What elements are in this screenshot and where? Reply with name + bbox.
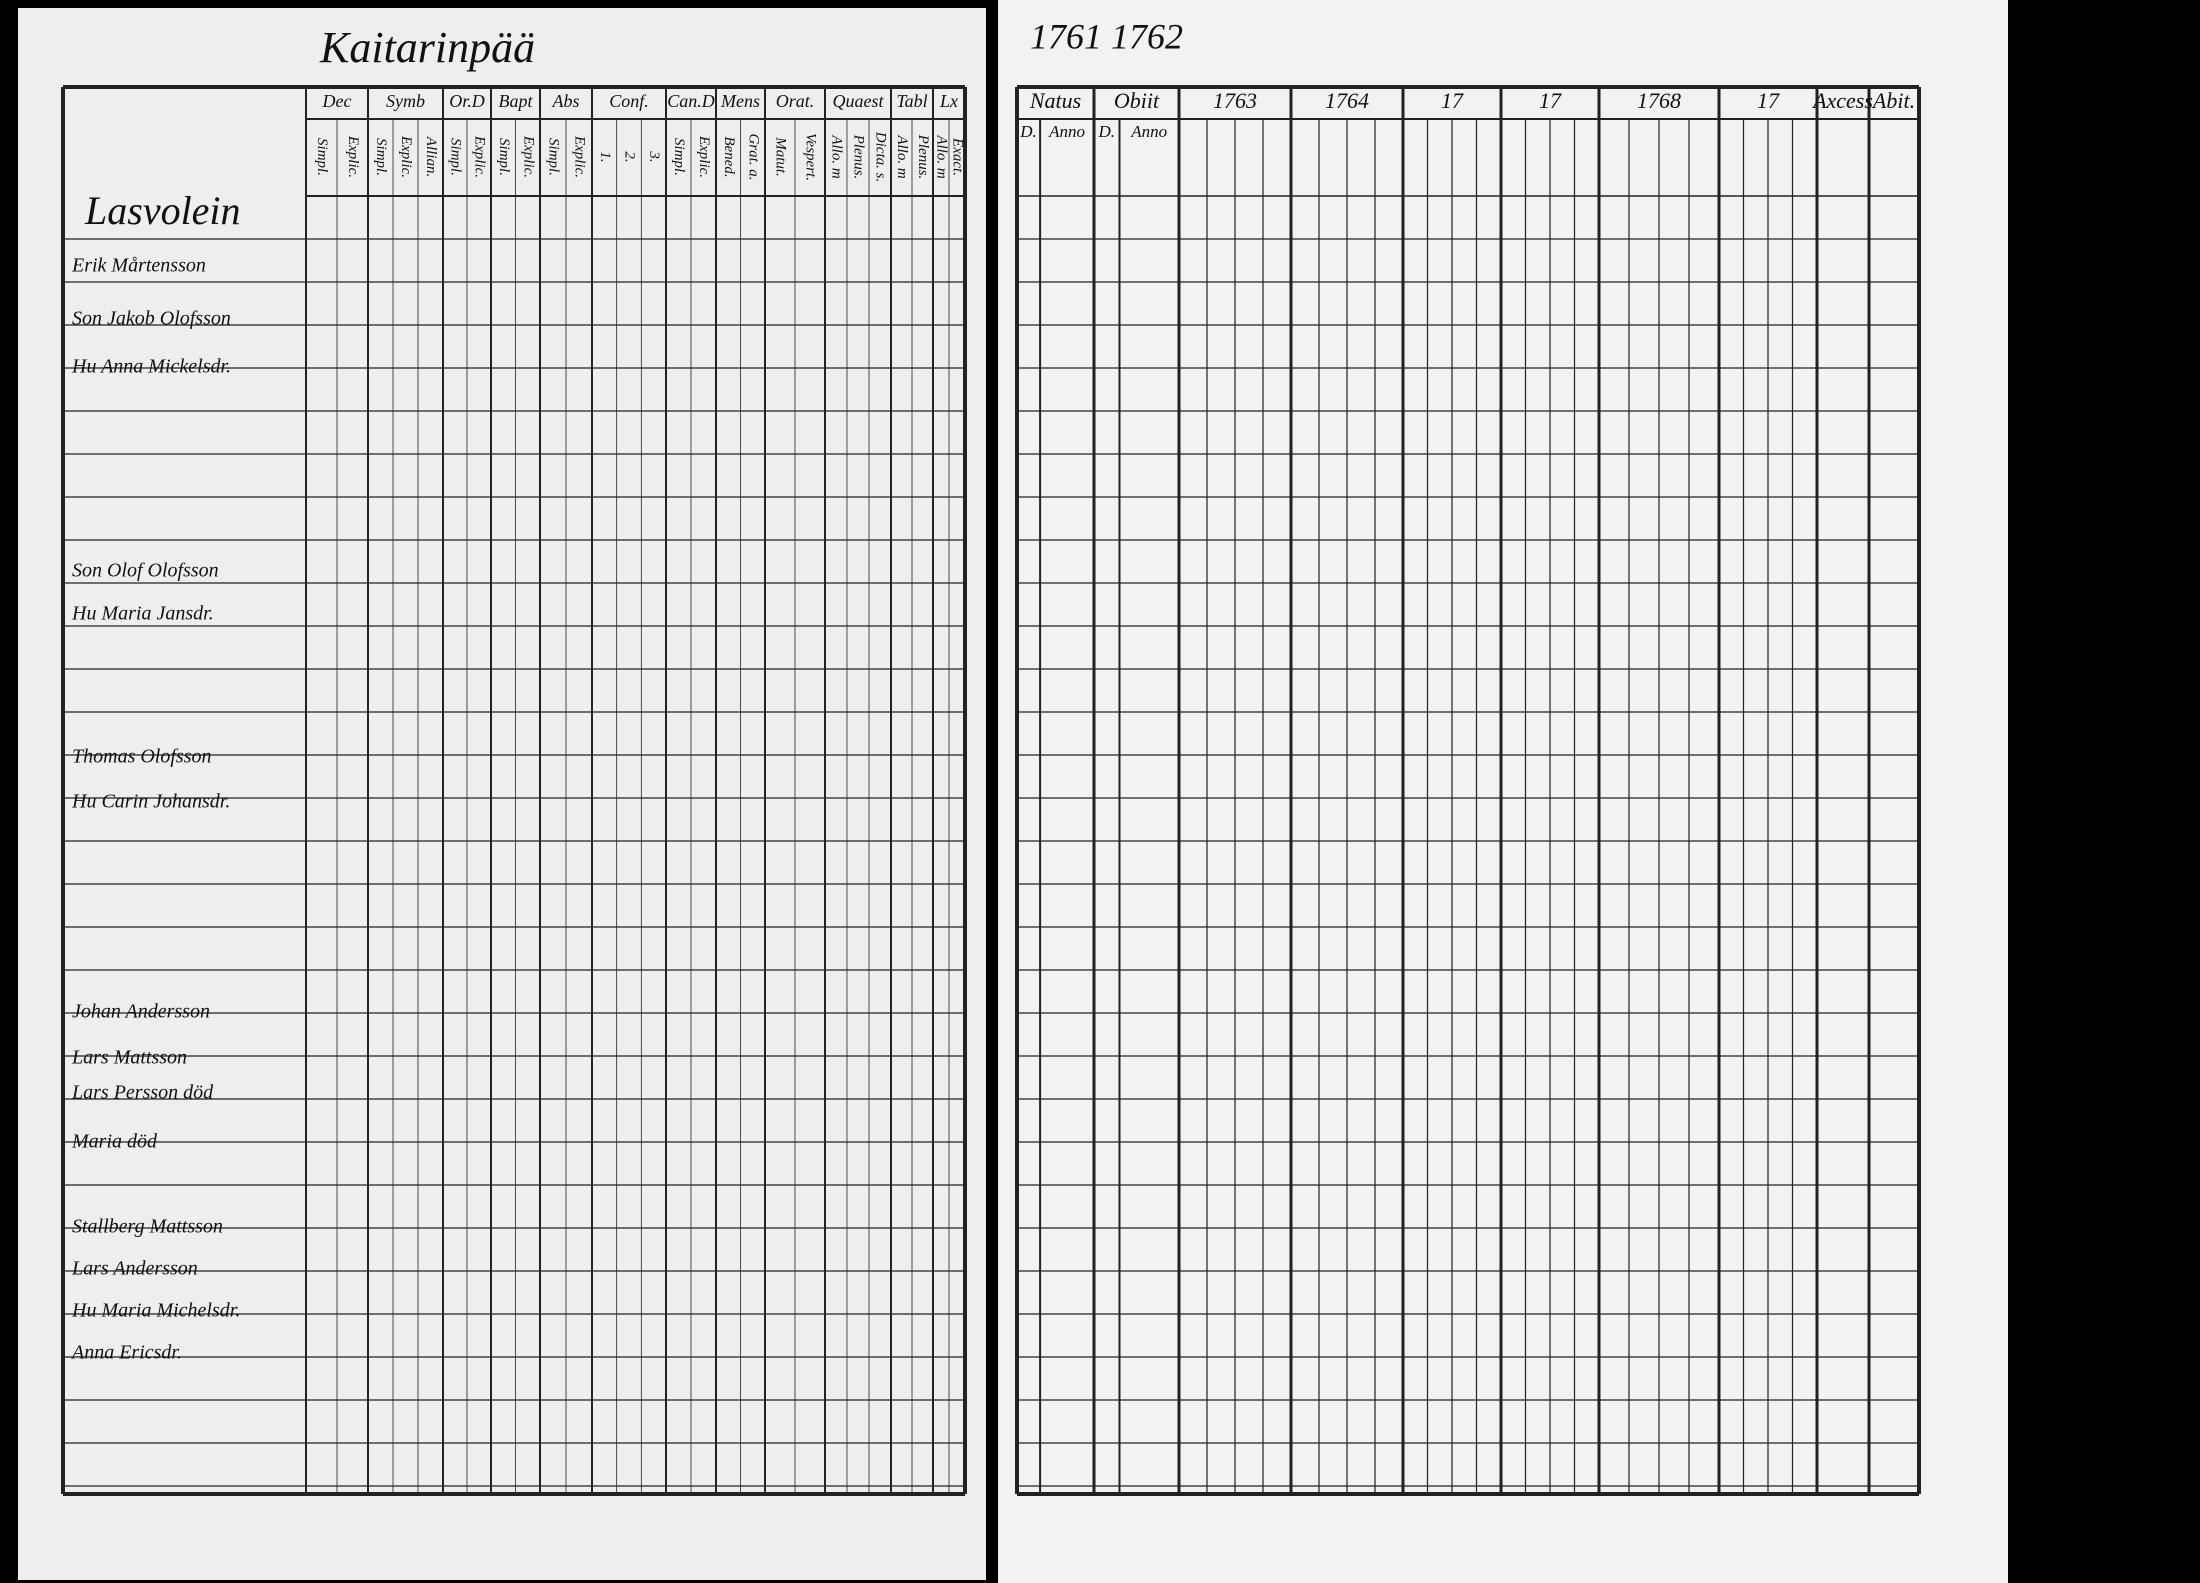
column-header: 17 <box>1757 88 1780 113</box>
column-header: Natus <box>1029 88 1081 113</box>
person-name: Son Jakob Olofsson <box>72 308 231 330</box>
column-subheader: Allo. m <box>829 134 845 178</box>
section-title: Lasvolein <box>84 188 241 233</box>
column-header: 17 <box>1539 88 1562 113</box>
column-header: Conf. <box>609 91 649 111</box>
column-subheader: Bened. <box>721 136 737 177</box>
column-header: Quaest <box>833 91 885 111</box>
column-header: Or.D <box>449 91 485 111</box>
column-header: Lx <box>939 91 958 111</box>
column-subheader: Simpl. <box>373 138 389 176</box>
column-subheader: Simpl. <box>314 138 330 176</box>
column-header: Axcess <box>1811 88 1873 113</box>
person-name: Hu Maria Michelsdr. <box>71 1300 240 1322</box>
person-name: Son Olof Olofsson <box>72 560 219 582</box>
column-subheader: Explic. <box>345 135 361 178</box>
person-name: Maria död <box>71 1131 158 1153</box>
column-subheader: Explic. <box>398 135 414 178</box>
person-name: Anna Ericsdr. <box>70 1342 182 1364</box>
column-subheader: Simpl. <box>496 138 512 176</box>
column-subheader: Grat. a. <box>745 133 761 180</box>
person-name: Erik Mårtensson <box>71 255 206 277</box>
village-title: Kaitarinpää <box>319 23 535 72</box>
column-subheader: 2. <box>622 151 638 162</box>
column-subheader: Dicta. s. <box>873 131 889 182</box>
column-subheader: Matut. <box>773 136 789 177</box>
column-header: Tabl <box>896 91 927 111</box>
column-header: 17 <box>1441 88 1464 113</box>
column-subheader: Explic. <box>472 135 488 178</box>
column-header: Can.D <box>667 91 715 111</box>
person-name: Hu Anna Mickelsdr. <box>71 356 231 378</box>
column-subheader: Plenus. <box>851 134 867 180</box>
column-header: Orat. <box>776 91 815 111</box>
right-page <box>998 0 2008 1583</box>
column-subheader: D. <box>1097 122 1115 141</box>
years: 1761 1762 <box>1030 16 1183 56</box>
column-subheader: 3. <box>646 150 662 162</box>
person-name: Lars Mattsson <box>71 1047 187 1069</box>
column-header: Bapt <box>499 91 534 111</box>
person-name: Lars Persson död <box>71 1082 214 1104</box>
column-header: 1764 <box>1325 88 1369 113</box>
column-header: Obiit <box>1114 88 1160 113</box>
column-subheader: Simpl. <box>671 138 687 176</box>
column-subheader: Explic. <box>520 135 536 178</box>
column-header: Abs <box>552 91 580 111</box>
column-header: 1763 <box>1213 88 1257 113</box>
person-name: Hu Carin Johansdr. <box>71 791 230 813</box>
column-subheader: Plenus. <box>915 134 931 180</box>
column-subheader: D. <box>1019 122 1037 141</box>
column-header: Dec <box>322 91 352 111</box>
column-header: 1768 <box>1637 88 1681 113</box>
column-subheader: Allo. m <box>894 134 910 178</box>
column-subheader: 1. <box>597 151 613 162</box>
column-subheader: Anno <box>1048 122 1085 141</box>
person-name: Lars Andersson <box>71 1258 198 1280</box>
person-name: Thomas Olofsson <box>72 746 211 768</box>
column-header: Symb <box>386 91 425 111</box>
column-header: Mens <box>720 91 760 111</box>
person-name: Stallberg Mattsson <box>72 1216 223 1238</box>
column-subheader: Explic. <box>696 135 712 178</box>
person-name: Hu Maria Jansdr. <box>71 603 214 625</box>
column-subheader: Vespert. <box>803 133 819 181</box>
column-subheader: Simpl. <box>448 138 464 176</box>
column-subheader: Exact. <box>950 137 966 176</box>
column-subheader: Allo. m <box>934 134 950 178</box>
column-subheader: Simpl. <box>546 138 562 176</box>
column-subheader: Allian. <box>423 136 439 177</box>
column-header: Abit. <box>1871 88 1915 113</box>
person-name: Johan Andersson <box>72 1001 210 1023</box>
column-subheader: Explic. <box>572 135 588 178</box>
column-subheader: Anno <box>1130 122 1167 141</box>
